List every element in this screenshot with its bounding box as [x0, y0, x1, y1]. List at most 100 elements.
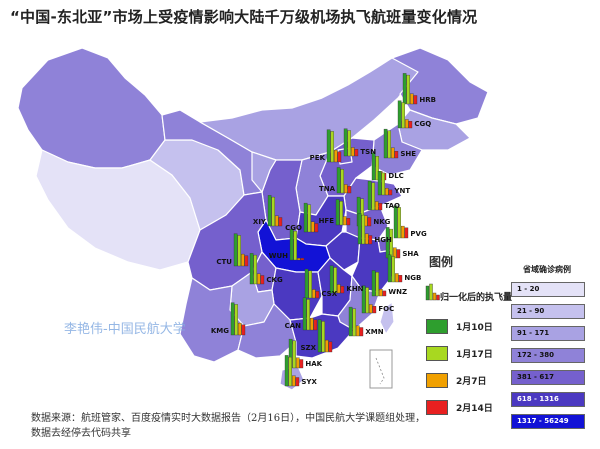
- choropleth-swatch: 381 - 617: [511, 369, 585, 385]
- airport-cluster-hak: [288, 338, 304, 369]
- bar-sha-0: [385, 227, 390, 259]
- date-label: 1月10日: [456, 322, 493, 333]
- choropleth-swatch: 618 - 1316: [511, 391, 585, 407]
- airport-label-foc: FOC: [378, 305, 394, 313]
- airport-cluster-szx: [317, 319, 333, 353]
- bar-kmg-3: [241, 324, 246, 336]
- airport-label-can: CAN: [285, 322, 302, 330]
- date-swatch-jan10: [426, 318, 448, 334]
- province-heilongjiang: [391, 47, 489, 125]
- airport-cluster-ynt: [377, 171, 393, 196]
- bar-foc-1: [365, 287, 369, 314]
- date-swatch-feb14: [426, 399, 448, 415]
- bar-wnz-3: [382, 290, 387, 297]
- bar-pek-2: [334, 149, 338, 163]
- bar-syx-1: [288, 356, 292, 387]
- bar-szx-1: [321, 321, 325, 353]
- province-xinjiang: [17, 47, 166, 169]
- bar-tao-2: [375, 201, 379, 211]
- source-note: 数据来源：航班管家、百度疫情实时大数据报告（2月16日），中国民航大学课题组处理…: [31, 411, 591, 441]
- bar-hrb-0: [402, 73, 407, 105]
- airport-cluster-tao: [367, 180, 383, 211]
- airport-cluster-cgq: [397, 100, 413, 129]
- airport-cluster-khn: [329, 265, 345, 294]
- date-legend-row: 1月10日: [426, 318, 493, 334]
- bar-she-3: [394, 151, 399, 159]
- airport-cluster-ctu: [233, 233, 249, 267]
- bar-hrb-2: [410, 93, 414, 105]
- bar-foc-3: [372, 306, 377, 314]
- choropleth-class-label: 21 - 90: [517, 307, 545, 315]
- bar-pvg-3: [404, 227, 409, 239]
- airport-cluster-hfe: [335, 199, 351, 226]
- bar-hfe-3: [346, 218, 351, 226]
- airport-cluster-wnz: [371, 270, 387, 297]
- bar-khn-2: [337, 284, 341, 294]
- airport-label-szx: SZX: [300, 344, 316, 352]
- bar-ckg-2: [257, 273, 261, 285]
- airport-label-hak: HAK: [305, 360, 322, 368]
- bar-dlc-0: [371, 152, 376, 181]
- date-legend-row: 2月14日: [426, 399, 493, 415]
- airport-cluster-ngb: [387, 254, 403, 283]
- airport-label-sha: SHA: [402, 250, 419, 258]
- bar-dlc-1: [375, 156, 379, 181]
- bar-hak-3: [299, 359, 304, 369]
- airport-cluster-can: [302, 297, 318, 331]
- airport-label-hfe: HFE: [319, 217, 335, 225]
- bar-szx-0: [317, 319, 322, 353]
- bar-ctu-2: [241, 253, 245, 267]
- choropleth-class-label: 1317 - 56249: [517, 417, 569, 425]
- bar-hgh-3: [368, 235, 373, 245]
- bar-cgo-1: [307, 204, 311, 233]
- source-note-line-1: 数据来源：航班管家、百度疫情实时大数据报告（2月16日），中国民航大学课题组处理…: [31, 413, 426, 424]
- legend-normalized-label: 归一化后的执飞量: [440, 293, 513, 303]
- choropleth-class: 1 - 20: [511, 281, 585, 297]
- bar-syx-0: [284, 355, 289, 387]
- bar-tna-0: [336, 167, 341, 194]
- bar-tsn-3: [354, 149, 359, 157]
- choropleth-class: 91 - 171: [511, 325, 585, 341]
- bar-cgq-1: [401, 102, 405, 129]
- bar-ngb-0: [387, 254, 392, 283]
- bar-hgh-0: [357, 213, 362, 245]
- bar-pvg-2: [401, 225, 405, 239]
- bar-hgh-1: [361, 214, 365, 245]
- choropleth-class-label: 1 - 20: [517, 285, 540, 293]
- bar-ngb-3: [398, 275, 403, 283]
- bar-ngb-1: [391, 256, 395, 283]
- airport-cluster-csx: [304, 268, 320, 299]
- airport-label-xiy: XIY: [253, 218, 267, 226]
- bar-xmn-2: [356, 325, 360, 337]
- airport-cluster-hgh: [357, 213, 373, 245]
- date-swatch-jan17: [426, 345, 448, 361]
- bar-wnz-2: [379, 289, 383, 297]
- bar-hak-2: [296, 357, 300, 369]
- bar-csx-3: [315, 291, 320, 299]
- airport-cluster-cgo: [303, 202, 319, 233]
- south-china-sea-inset: [369, 349, 393, 389]
- airport-cluster-tna: [336, 167, 352, 194]
- bar-ynt-2: [385, 188, 389, 196]
- bar-szx-2: [325, 339, 329, 353]
- airport-label-nkg: NKG: [373, 218, 390, 226]
- bar-pek-0: [326, 129, 331, 163]
- choropleth-class: 618 - 1316: [511, 391, 585, 407]
- airport-cluster-ckg: [249, 253, 265, 285]
- bar-khn-0: [329, 265, 334, 294]
- date-label: 1月17日: [456, 349, 493, 360]
- bar-tsn-2: [351, 147, 355, 157]
- airport-label-hgh: HGH: [374, 236, 392, 244]
- airport-label-ckg: CKG: [266, 276, 283, 284]
- bar-she-1: [387, 130, 391, 159]
- bar-cgo-2: [311, 221, 315, 233]
- bar-ckg-3: [260, 275, 265, 285]
- airport-label-ngb: NGB: [404, 274, 421, 282]
- bar-ynt-0: [377, 171, 382, 196]
- bar-ngb-2: [395, 273, 399, 283]
- legend-title: 图例: [429, 255, 454, 269]
- choropleth-swatch: 172 - 380: [511, 347, 585, 363]
- bar-can-2: [310, 317, 314, 331]
- legend-bars-icon: [425, 283, 440, 301]
